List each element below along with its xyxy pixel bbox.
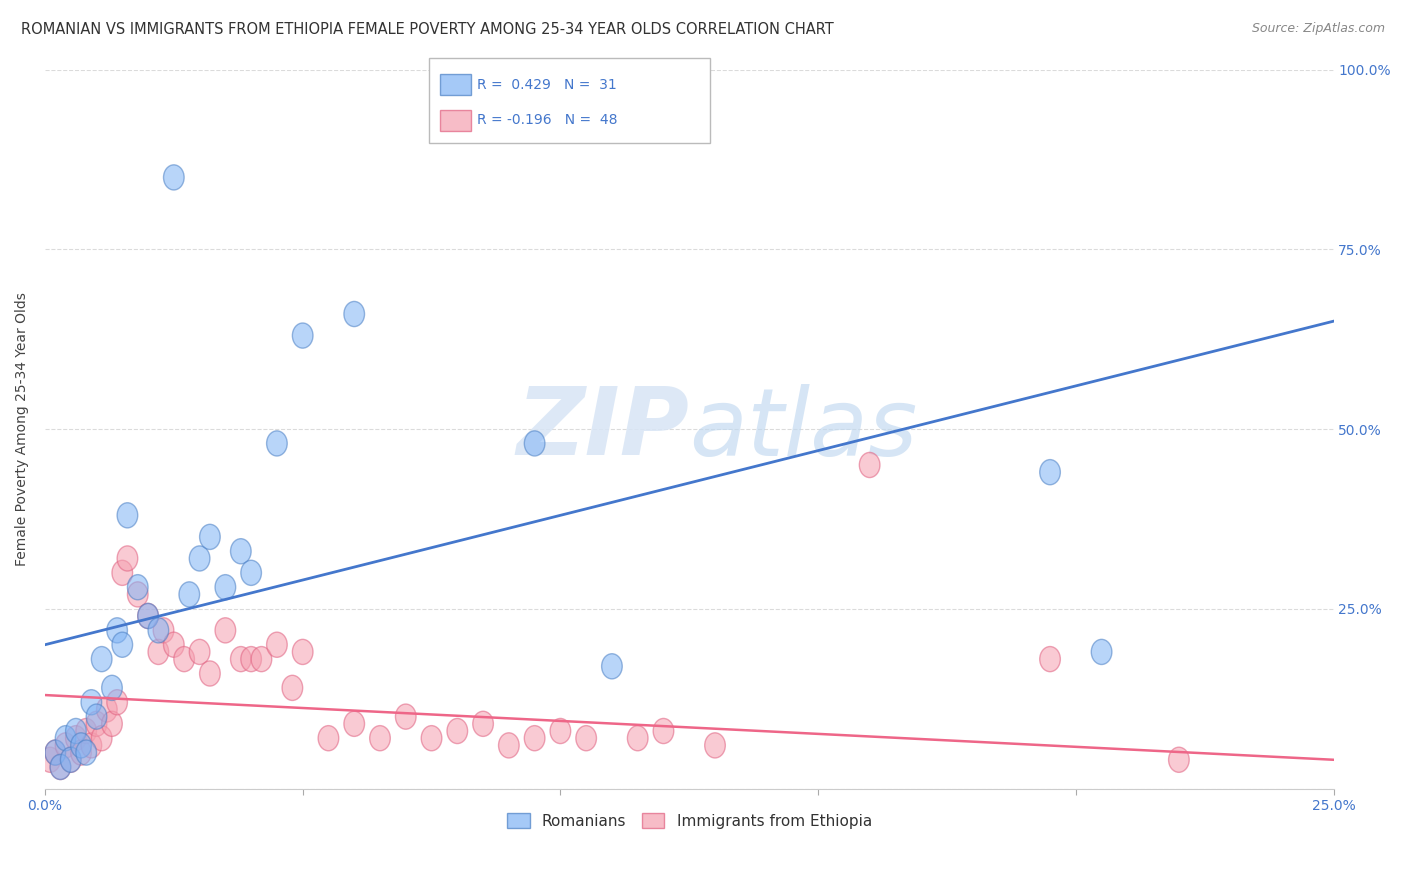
Ellipse shape (70, 733, 91, 758)
Ellipse shape (654, 718, 673, 744)
Ellipse shape (117, 503, 138, 528)
Ellipse shape (45, 740, 66, 765)
Ellipse shape (200, 661, 221, 686)
Ellipse shape (602, 654, 623, 679)
Ellipse shape (859, 452, 880, 477)
Ellipse shape (153, 618, 174, 643)
Ellipse shape (112, 560, 132, 585)
Ellipse shape (190, 640, 209, 665)
Ellipse shape (344, 301, 364, 326)
Ellipse shape (215, 618, 236, 643)
Ellipse shape (55, 725, 76, 751)
Text: Source: ZipAtlas.com: Source: ZipAtlas.com (1251, 22, 1385, 36)
Legend: Romanians, Immigrants from Ethiopia: Romanians, Immigrants from Ethiopia (501, 806, 877, 835)
Ellipse shape (76, 740, 97, 765)
Ellipse shape (55, 733, 76, 758)
Ellipse shape (447, 718, 468, 744)
Ellipse shape (51, 755, 70, 780)
Ellipse shape (240, 560, 262, 585)
Ellipse shape (395, 704, 416, 730)
Ellipse shape (101, 675, 122, 700)
Ellipse shape (39, 747, 60, 772)
Ellipse shape (267, 632, 287, 657)
Text: R = -0.196   N =  48: R = -0.196 N = 48 (477, 113, 617, 128)
Ellipse shape (524, 725, 546, 751)
Ellipse shape (138, 603, 159, 629)
Ellipse shape (91, 725, 112, 751)
Ellipse shape (215, 574, 236, 599)
Ellipse shape (576, 725, 596, 751)
Ellipse shape (107, 690, 128, 714)
Ellipse shape (86, 711, 107, 737)
Ellipse shape (128, 582, 148, 607)
Ellipse shape (86, 704, 107, 730)
Ellipse shape (163, 165, 184, 190)
Ellipse shape (627, 725, 648, 751)
Ellipse shape (1091, 640, 1112, 665)
Ellipse shape (45, 740, 66, 765)
Ellipse shape (267, 431, 287, 456)
Ellipse shape (231, 647, 252, 672)
Ellipse shape (472, 711, 494, 737)
Ellipse shape (318, 725, 339, 751)
Ellipse shape (1168, 747, 1189, 772)
Y-axis label: Female Poverty Among 25-34 Year Olds: Female Poverty Among 25-34 Year Olds (15, 292, 30, 566)
Ellipse shape (148, 640, 169, 665)
Text: R =  0.429   N =  31: R = 0.429 N = 31 (477, 78, 616, 92)
Ellipse shape (190, 546, 209, 571)
Ellipse shape (117, 546, 138, 571)
Ellipse shape (252, 647, 271, 672)
Ellipse shape (60, 747, 82, 772)
Ellipse shape (292, 640, 314, 665)
Ellipse shape (179, 582, 200, 607)
Ellipse shape (66, 725, 86, 751)
Ellipse shape (231, 539, 252, 564)
Ellipse shape (163, 632, 184, 657)
Ellipse shape (91, 647, 112, 672)
Ellipse shape (1039, 647, 1060, 672)
Ellipse shape (550, 718, 571, 744)
Ellipse shape (101, 711, 122, 737)
Ellipse shape (174, 647, 194, 672)
Ellipse shape (107, 618, 128, 643)
Ellipse shape (60, 747, 82, 772)
Ellipse shape (1039, 459, 1060, 484)
Ellipse shape (240, 647, 262, 672)
Ellipse shape (344, 711, 364, 737)
Ellipse shape (422, 725, 441, 751)
Ellipse shape (370, 725, 391, 751)
Ellipse shape (499, 733, 519, 758)
Ellipse shape (128, 574, 148, 599)
Ellipse shape (82, 733, 101, 758)
Ellipse shape (82, 690, 101, 714)
Ellipse shape (66, 718, 86, 744)
Ellipse shape (70, 740, 91, 765)
Text: ROMANIAN VS IMMIGRANTS FROM ETHIOPIA FEMALE POVERTY AMONG 25-34 YEAR OLDS CORREL: ROMANIAN VS IMMIGRANTS FROM ETHIOPIA FEM… (21, 22, 834, 37)
Text: atlas: atlas (689, 384, 918, 475)
Ellipse shape (704, 733, 725, 758)
Ellipse shape (138, 603, 159, 629)
Ellipse shape (112, 632, 132, 657)
Ellipse shape (76, 718, 97, 744)
Ellipse shape (283, 675, 302, 700)
Ellipse shape (97, 697, 117, 722)
Text: ZIP: ZIP (516, 383, 689, 475)
Ellipse shape (148, 618, 169, 643)
Ellipse shape (200, 524, 221, 549)
Ellipse shape (51, 755, 70, 780)
Ellipse shape (292, 323, 314, 348)
Ellipse shape (524, 431, 546, 456)
